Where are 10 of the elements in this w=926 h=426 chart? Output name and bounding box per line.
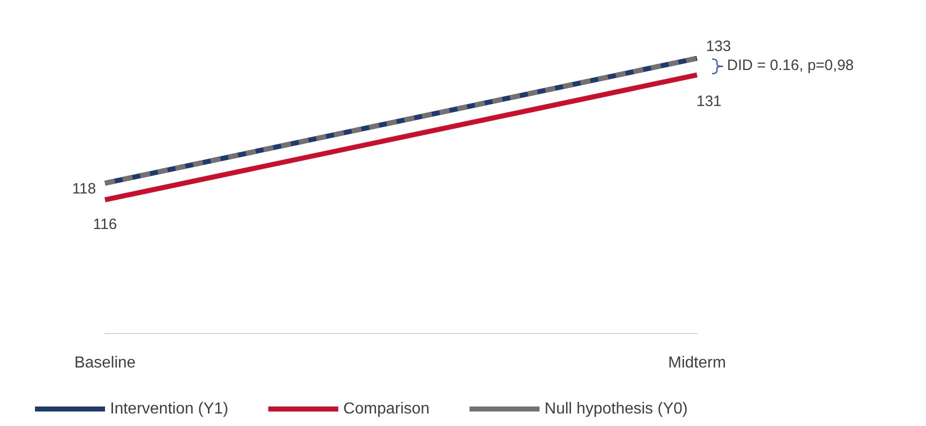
x-tick-label: Midterm xyxy=(668,354,726,372)
data-label: 116 xyxy=(93,216,117,233)
data-label: 131 xyxy=(696,92,722,110)
x-tick-label: Baseline xyxy=(74,354,136,372)
data-label: 118 xyxy=(72,180,96,198)
legend-label: Null hypothesis (Y0) xyxy=(544,400,688,418)
data-label: 133 xyxy=(706,38,732,55)
legend-label: Comparison xyxy=(343,400,430,418)
annotation: DID = 0.16, p=0,98 xyxy=(727,56,854,74)
legend-label: Intervention (Y1) xyxy=(110,400,228,418)
